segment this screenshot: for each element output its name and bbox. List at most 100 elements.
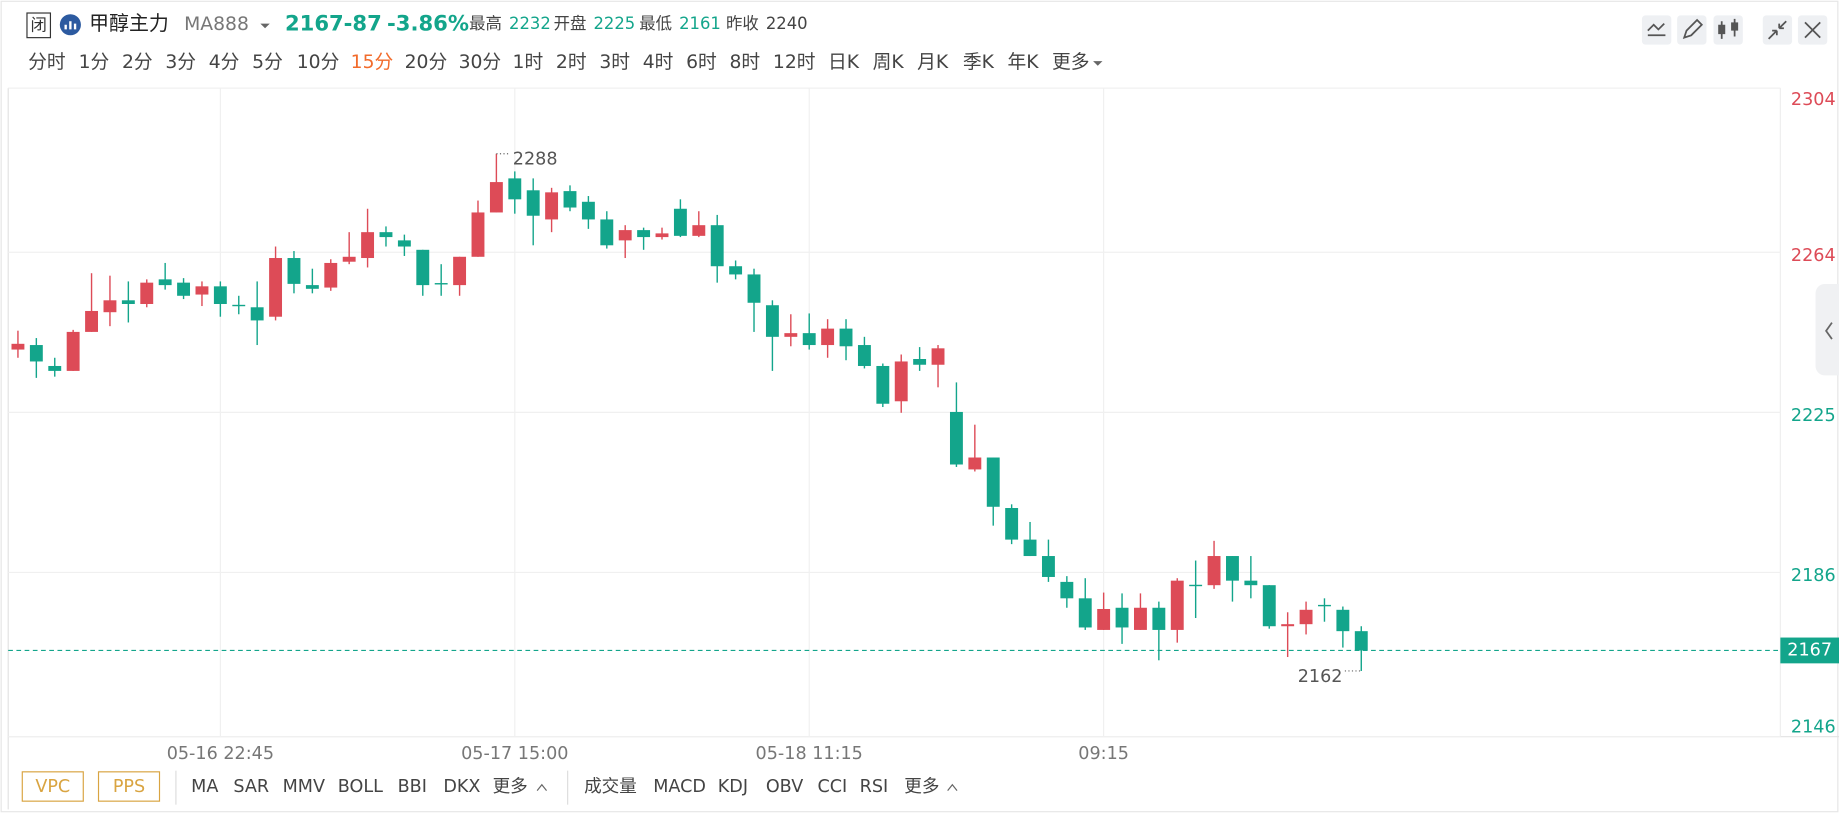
period-tab[interactable]: 5分 (252, 51, 283, 73)
kline-style-button[interactable] (1713, 15, 1743, 45)
candle-body (600, 219, 614, 246)
period-tab[interactable]: 月K (917, 52, 949, 73)
stat-value: 2161 (679, 14, 721, 33)
candle-body (121, 300, 135, 304)
candle-body (416, 249, 430, 286)
indicator-icon[interactable] (1647, 22, 1666, 37)
side-tab-arrow[interactable] (1825, 322, 1833, 340)
period-tab[interactable]: 2分 (122, 51, 153, 73)
period-tab[interactable]: 30分 (459, 51, 502, 73)
stat-label: 最高 (469, 14, 502, 33)
period-tab[interactable]: 更多 (1052, 51, 1090, 73)
period-tab[interactable]: 2时 (556, 51, 587, 73)
candle-body (489, 182, 503, 213)
period-tab[interactable]: 10分 (297, 51, 340, 73)
overlay-button[interactable]: PPS (113, 777, 145, 797)
kline-style-body[interactable] (1731, 22, 1739, 31)
candle-body (784, 333, 798, 337)
candle-body (545, 192, 559, 220)
status: 闭 (30, 15, 46, 34)
period-tab[interactable]: 1分 (79, 51, 110, 73)
candle-body (66, 331, 80, 371)
candle-body (1299, 609, 1313, 625)
shrink-button[interactable] (1762, 15, 1793, 45)
sub-indicator[interactable]: CCI (817, 777, 847, 797)
code-caret[interactable] (260, 23, 270, 29)
period-tab[interactable]: 8时 (730, 51, 761, 73)
period-tab[interactable]: 3时 (599, 51, 630, 73)
kline-style-body[interactable] (1718, 24, 1726, 35)
pps-box[interactable] (97, 771, 161, 802)
candle-body (1078, 598, 1092, 628)
overlay-button[interactable]: VPC (35, 777, 70, 797)
period-tab[interactable]: 周K (873, 52, 905, 73)
sub-indicator[interactable]: 成交量 (584, 777, 637, 797)
candle-body (471, 212, 485, 257)
period-tab[interactable]: 季K (963, 51, 995, 73)
candle-body (287, 258, 301, 284)
candle-body (802, 333, 816, 346)
draw-icon[interactable] (1682, 18, 1704, 40)
candle-body (453, 256, 467, 286)
indicator-button[interactable] (1641, 15, 1672, 45)
candle-body (968, 457, 982, 470)
candle-body (1097, 608, 1111, 630)
sub-indicator[interactable]: MACD (653, 777, 706, 797)
period-tab[interactable]: 年K (1007, 51, 1039, 73)
candle-body (379, 232, 393, 238)
draw-button[interactable] (1677, 15, 1707, 45)
candle-body (931, 348, 945, 365)
candle-body (29, 345, 43, 362)
main-indicator[interactable]: DKX (443, 777, 480, 797)
period-tab[interactable]: 20分 (405, 51, 448, 73)
period-tab[interactable]: 15分 (351, 51, 394, 73)
period-tab[interactable]: 4分 (209, 51, 240, 73)
stat-value: 2240 (766, 14, 808, 33)
period-tab[interactable]: 分时 (28, 51, 66, 73)
shrink-icon[interactable] (1768, 20, 1787, 40)
sub-indicator[interactable]: RSI (860, 777, 889, 797)
period-tab[interactable]: 3分 (165, 51, 196, 73)
candle-body (1226, 556, 1239, 581)
more-carets[interactable] (536, 783, 958, 791)
x-tick-label: 05-17 15:00 (461, 744, 568, 764)
contract-code[interactable]: MA888 (184, 14, 249, 35)
change: -87 (344, 11, 382, 36)
candle-body (637, 230, 651, 238)
contract-name[interactable]: 甲醇主力 (89, 12, 169, 35)
period-tab[interactable]: 6时 (686, 51, 717, 73)
x-tick-label: 09:15 (1078, 744, 1129, 764)
last-price-label: 2167 (1787, 640, 1832, 660)
candle-body (1133, 607, 1147, 630)
main-indicator[interactable]: SAR (233, 777, 269, 797)
candle-body (692, 225, 706, 236)
candle-body (1170, 580, 1184, 630)
main-indicator[interactable]: BOLL (338, 777, 383, 797)
candle-body (986, 457, 1000, 507)
main-indicator[interactable]: 更多 (493, 777, 528, 797)
close-icon[interactable] (1804, 21, 1821, 39)
main-indicator[interactable]: MMV (283, 777, 325, 797)
sub-indicator[interactable]: KDJ (718, 777, 748, 797)
main-indicator[interactable]: BBI (398, 777, 427, 797)
period-tab[interactable]: 1时 (513, 51, 544, 73)
candle-body (250, 307, 264, 321)
vpc-box[interactable] (21, 771, 84, 802)
period-more-caret[interactable] (1093, 61, 1103, 66)
period-tab[interactable]: 12时 (773, 51, 816, 73)
candle-body (729, 266, 743, 275)
main-indicator[interactable]: MA (191, 777, 218, 797)
candle-body (1336, 609, 1350, 632)
candle-body (1207, 556, 1221, 586)
y-tick-label: 2304 (1791, 90, 1836, 110)
stat-value: 2232 (509, 14, 551, 33)
last-price-box (1780, 637, 1839, 664)
candle-body (85, 310, 99, 332)
period-tab[interactable]: 日K (828, 52, 860, 73)
candle-body (434, 283, 448, 285)
candle-body (765, 305, 779, 337)
sub-indicator[interactable]: 更多 (904, 777, 939, 797)
sub-indicator[interactable]: OBV (766, 777, 803, 797)
period-tab[interactable]: 4时 (643, 51, 674, 73)
candle-body (857, 345, 871, 366)
